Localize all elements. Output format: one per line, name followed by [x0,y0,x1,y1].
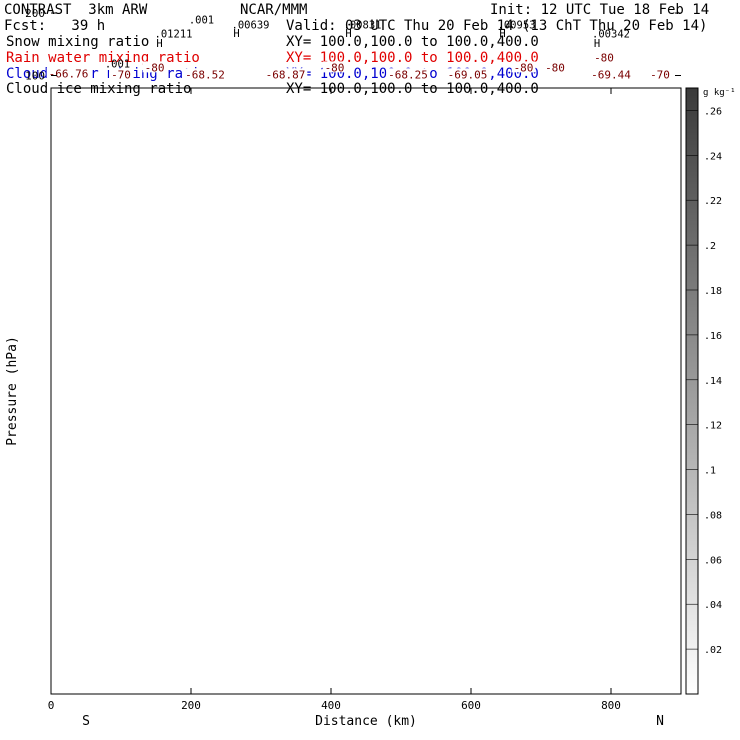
snow-shade-blob [239,0,283,15]
snow-shade-blob [354,0,378,3]
max-label: H [594,38,600,50]
forecast-hour: Fcst: 39 h [4,18,106,34]
temperature-label-bg [322,61,347,73]
max-label: .00953 [498,19,536,31]
temperature-label: -68.25 [388,68,428,81]
temperature-label-bg [511,61,536,73]
temperature-label-bg [142,61,167,73]
colorbar-tick-label: .22 [704,196,722,207]
colorbar-tick-label: .2 [704,241,716,252]
colorbar-unit: g kg⁻¹ [703,88,736,98]
temperature-label-bg [543,61,567,73]
temperature-label-bg [592,51,616,63]
colorbar-tick-label: .1 [704,466,716,477]
maximum-labels: H.01211 H.00639H.00831H.00953H.00342.001.… [105,14,630,71]
model-title: CONTRAST 3km ARW [4,2,148,18]
temperature-label-bg [648,68,672,80]
temperature-label: -80 [594,51,614,64]
colorbar-tick-label: .14 [704,376,722,387]
max-label: .001 [189,14,214,26]
axes: 1002003004005006007008009001000020040060… [25,7,681,712]
temperature-label: -68.87 [266,68,306,81]
temperature-label-bg [109,68,133,80]
snow-shade-blob [567,0,627,2]
colorbar-tick-label: .12 [704,421,722,432]
snow-shade-blob [603,0,647,6]
temperature-label-bg [263,68,308,80]
x-tick-label: 600 [461,699,481,712]
y-axis-label: Pressure (hPa) [5,336,20,446]
init-time: Init: 12 UTC Tue 18 Feb 14 [490,2,710,18]
temperature-label-bg [46,67,91,79]
y-tick-label: 200 [25,7,45,20]
cloud-ice-contour [674,0,678,19]
x-tick-label: 800 [601,699,621,712]
colorbar-tick-label: .18 [704,286,722,297]
snow-shade-blob [410,0,434,48]
x-left-end-label: S [82,714,90,729]
temperature-label: -69.05 [448,68,488,81]
cloud-ice-contour [541,0,632,26]
temperature-label: -80 [545,61,565,74]
max-label: .001 [105,59,130,71]
colorbar: .02 .04 .06 .08 .1 .12 .14 .16 .18 .2 .22 .24 .26 g … [685,87,736,695]
temperature-label: -70 [650,68,670,81]
cloud-ice-contour [51,0,436,64]
temperature-label: -80 [145,61,165,74]
temperature-contour-line [51,13,681,14]
temperature-label: -69.44 [591,68,631,81]
temperature-contour-line [51,3,681,4]
snow-shading [239,0,647,48]
temperature-label-bg [445,68,490,80]
temperature-label-bg [589,68,633,80]
max-label: .00639 [232,19,270,31]
colorbar-tick-label: .16 [704,331,722,342]
colorbar-tick-label: .04 [704,600,722,611]
temperature-label-bg [386,68,430,80]
field-snow-xy: XY= 100.0,100.0 to 100.0,400.0 [286,34,539,50]
cloud-ice-contours [51,0,681,64]
colorbar-tick-label: .26 [704,106,722,117]
colorbar-tick-label: .06 [704,555,722,566]
temperature-label-bg [183,68,227,80]
field-cloudice-xy: XY= 100.0,100.0 to 100.0,400.0 [286,81,539,97]
colorbar-tick-label: .02 [704,645,722,656]
temperature-label: -68.52 [185,68,225,81]
x-tick-label: 0 [48,699,55,712]
colorbar-ramp [685,87,699,695]
max-label: .00342 [592,29,630,41]
x-tick-label: 400 [321,699,341,712]
x-right-end-label: N [656,714,664,729]
max-label: H [499,28,505,40]
max-label: .00831 [344,19,382,31]
org-label: NCAR/MMM [240,2,308,18]
temperature-label: -80 [514,61,534,74]
temperature-label: -80 [325,61,345,74]
max-label: H [233,28,239,40]
snow-shade-blob [533,0,577,27]
field-rain-name: Rain water mixing ratio [6,50,200,66]
y-tick-label: 100 [25,70,45,83]
x-axis-label: Distance (km) [315,714,417,729]
temperature-label: -66.76 [49,68,89,81]
colorbar-tick-label: .08 [704,510,722,521]
field-snow-name: Snow mixing ratio [6,34,150,50]
field-cloudice-name: Cloud ice mixing ratio [6,81,192,97]
x-tick-label: 200 [181,699,201,712]
valid-time: Valid: 03 UTC Thu 20 Feb 14 (13 ChT Thu … [286,18,708,34]
temperature-labels: -66.76 -70 -68.52 -68.87 -68.25 -69.05 -69.44 -… [46,51,672,81]
max-label: H [156,38,162,50]
plot-frame [50,87,682,695]
max-label: H [345,28,351,40]
max-label: .01211 [155,29,193,41]
temperature-label: -70 [111,68,131,81]
colorbar-tick-label: .24 [704,151,722,162]
